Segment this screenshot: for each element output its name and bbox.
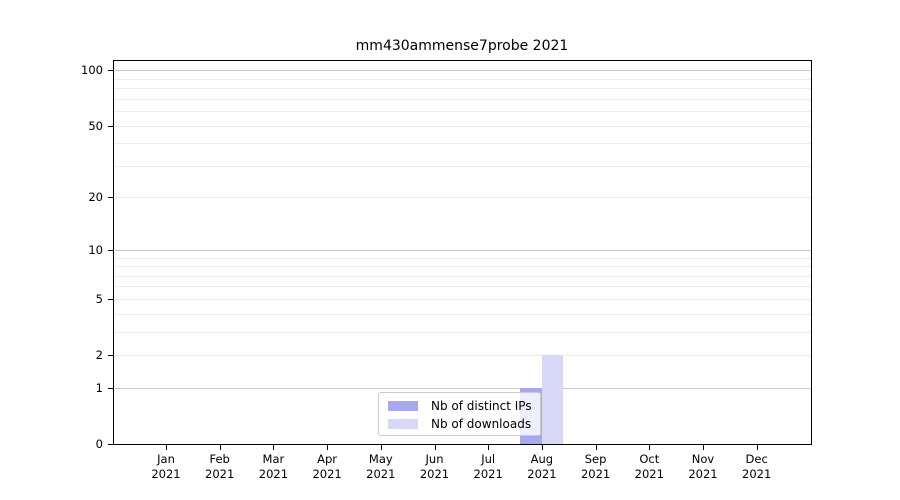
x-tick-label-dec: Dec 2021 (742, 452, 772, 481)
legend-item: Nb of downloads (388, 415, 540, 433)
gridline-50 (114, 125, 811, 127)
y-tick-label: 100 (81, 63, 103, 78)
x-tick-mark (756, 445, 758, 450)
y-tick-mark (108, 444, 113, 445)
y-tick-mark (108, 387, 113, 389)
y-tick-label: 50 (88, 118, 103, 133)
y-tick-mark (108, 249, 113, 251)
gridline-100 (114, 70, 811, 72)
y-tick-mark (108, 355, 113, 356)
y-tick-label: 1 (95, 380, 103, 395)
x-tick-mark (380, 445, 382, 450)
legend-swatch-icon (388, 401, 418, 411)
x-tick-label-aug: Aug 2021 (527, 452, 557, 481)
gridline-80 (114, 88, 811, 89)
x-tick-label-apr: Apr 2021 (312, 452, 342, 481)
gridline-9 (114, 257, 811, 259)
x-tick-label-sep: Sep 2021 (580, 452, 611, 481)
gridline-20 (114, 197, 811, 199)
x-tick-mark (649, 445, 651, 450)
x-tick-mark (219, 445, 221, 450)
y-tick-mark (108, 197, 113, 199)
gridline-40 (114, 143, 811, 145)
gridline-2 (114, 355, 811, 356)
chart-title: mm430ammense7probe 2021 (355, 38, 569, 54)
x-tick-label-feb: Feb 2021 (205, 452, 235, 481)
legend-item: Nb of distinct IPs (388, 397, 540, 415)
gridline-8 (114, 266, 811, 267)
bar-nb-of-downloads-aug (541, 355, 564, 444)
x-tick-mark (541, 445, 543, 450)
legend-label: Nb of downloads (431, 416, 532, 431)
gridline-3 (114, 331, 811, 333)
x-tick-mark (166, 445, 167, 450)
x-tick-mark (595, 445, 597, 450)
gridline-4 (114, 313, 811, 315)
gridline-10 (114, 249, 811, 251)
gridline-70 (114, 98, 811, 100)
x-tick-label-jul: Jul 2021 (473, 452, 503, 481)
gridline-7 (114, 275, 811, 277)
y-tick-mark (108, 70, 113, 72)
x-tick-label-nov: Nov 2021 (688, 452, 718, 481)
gridline-30 (114, 165, 811, 167)
y-tick-label: 0 (95, 437, 103, 451)
x-tick-label-oct: Oct 2021 (634, 452, 664, 481)
x-tick-mark (273, 445, 275, 450)
y-tick-label: 20 (88, 190, 103, 205)
x-tick-mark (703, 445, 704, 450)
legend-swatch-icon (388, 419, 418, 429)
legend-label: Nb of distinct IPs (431, 398, 532, 413)
x-tick-mark (327, 445, 329, 450)
y-tick-label: 10 (88, 242, 103, 257)
y-tick-mark (108, 298, 113, 300)
y-tick-mark (108, 125, 113, 127)
gridline-60 (114, 110, 811, 112)
plot-area: Nb of distinct IPs Nb of downloads (113, 60, 812, 445)
legend: Nb of distinct IPs Nb of downloads (378, 392, 541, 436)
gridline-90 (114, 78, 811, 80)
gridline-6 (114, 286, 811, 288)
x-tick-label-may: May 2021 (366, 452, 396, 481)
y-tick-label: 5 (95, 291, 103, 306)
x-tick-mark (434, 445, 436, 450)
gridline-1 (114, 387, 811, 389)
x-tick-mark (488, 445, 490, 450)
x-tick-label-jan: Jan 2021 (151, 452, 181, 481)
x-tick-label-mar: Mar 2021 (258, 452, 289, 481)
y-tick-label: 2 (95, 348, 103, 362)
gridline-5 (114, 298, 811, 300)
x-tick-label-jun: Jun 2021 (419, 452, 450, 481)
